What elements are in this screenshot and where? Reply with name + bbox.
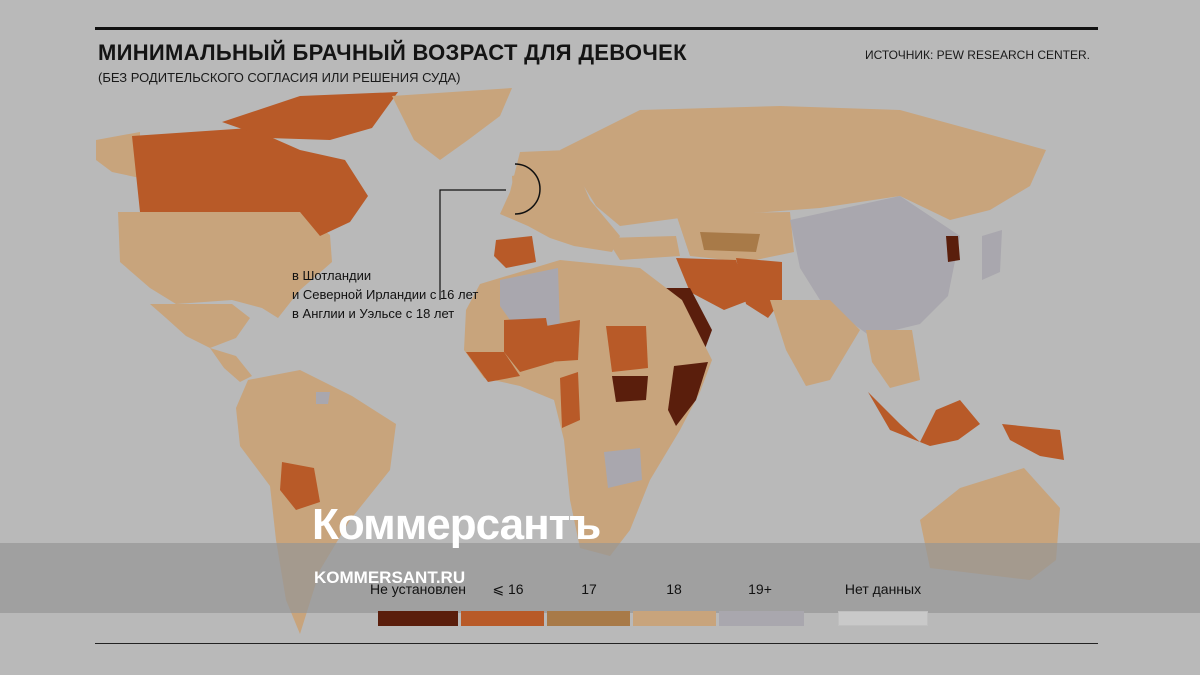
region-china [790,196,960,336]
legend-label-19plus: 19+ [748,581,772,597]
watermark-url: KOMMERSANT.RU [314,568,466,587]
region-indonesia [868,392,980,446]
legend-swatch-not-set [378,611,458,626]
region-russia [560,106,1046,226]
legend-label-no-data: Нет данных [844,581,922,597]
annotation-line-3: в Англии и Уэльсе с 18 лет [292,306,455,321]
uk-callout-arc [514,163,541,215]
region-uk [512,172,534,212]
region-algeria [500,268,560,334]
uk-callout-line [439,189,506,300]
region-spain [494,236,536,268]
region-usa [118,212,332,318]
map-title: МИНИМАЛЬНЫЙ БРАЧНЫЙ ВОЗРАСТ ДЛЯ ДЕВОЧЕК [98,40,687,65]
legend-swatch-19plus [719,611,804,626]
region-iran [676,258,750,310]
region-zambia [604,448,642,488]
legend-swatch-18 [633,611,716,626]
region-central-america [210,348,252,382]
annotation-line-1: в Шотландии [292,268,372,283]
region-greenland [392,88,512,160]
legend-label-18: 18 [666,581,682,597]
region-south-sudan [612,376,648,402]
legend-label-not-set: Не установлен [370,581,466,597]
map-subtitle: (БЕЗ РОДИТЕЛЬСКОГО СОГЛАСИЯ ИЛИ РЕШЕНИЯ … [98,70,461,85]
region-korea [946,236,960,262]
region-india [770,300,860,386]
legend-label-17: 17 [581,581,597,597]
region-papua [1002,424,1064,460]
uk-annotation: в Шотландии и Северной Ирландии с 16 лет… [292,266,478,323]
source-note: ИСТОЧНИК: PEW RESEARCH CENTER. [864,48,1090,62]
region-mali [504,318,554,372]
bottom-rule [95,643,1098,644]
region-guiana [316,392,330,404]
region-canada-islands [222,92,398,140]
annotation-line-2: и Северной Ирландии с 16 лет [292,287,479,302]
legend-label-16: ⩽ 16 [492,581,524,597]
region-cameroon [560,372,580,428]
region-niger [546,320,580,362]
region-caucasus [700,232,760,252]
region-bolivia [280,462,320,510]
watermark-band [0,543,1200,613]
region-se-asia [866,330,920,388]
region-mexico [150,304,250,348]
watermark-logo: Коммерсантъ [312,500,601,549]
region-somalia [668,362,708,426]
region-turkey [606,236,680,260]
top-rule [95,27,1098,30]
region-sudan [606,326,648,372]
region-west-africa [466,352,520,382]
region-afghanistan-pakistan [736,258,782,318]
region-japan [982,230,1002,280]
legend-swatch-no-data [838,611,928,626]
region-canada [132,128,368,236]
legend-swatch-17 [547,611,630,626]
region-alaska [96,132,140,178]
legend-swatch-16 [461,611,544,626]
